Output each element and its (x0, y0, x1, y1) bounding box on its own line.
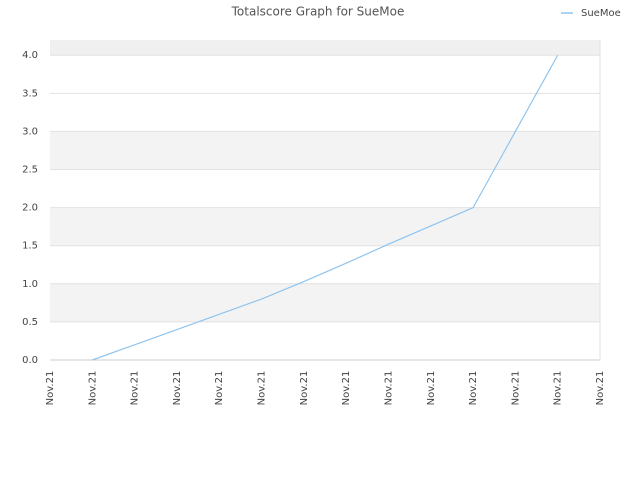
y-tick-label: 3.0 (22, 126, 38, 137)
y-tick-label: 2.0 (22, 203, 38, 214)
x-tick-label: Nov.21 (299, 371, 310, 406)
y-tick-label: 3.5 (22, 88, 38, 99)
x-tick-label: Nov.21 (595, 371, 606, 406)
y-tick-label: 0.0 (22, 355, 38, 366)
x-tick-label: Nov.21 (130, 371, 141, 406)
y-tick-label: 1.0 (22, 279, 38, 290)
x-tick-label: Nov.21 (45, 371, 56, 406)
x-tick-label: Nov.21 (257, 371, 268, 406)
y-tick-label: 0.5 (22, 317, 38, 328)
x-tick-label: Nov.21 (426, 371, 437, 406)
legend-label: SueMoe (581, 8, 621, 19)
series-line (92, 54, 559, 361)
x-tick-label: Nov.21 (468, 371, 479, 406)
y-tick-label: 4.0 (22, 50, 38, 61)
band (50, 207, 600, 246)
x-tick-label: Nov.21 (214, 371, 225, 406)
x-tick-label: Nov.21 (510, 371, 521, 406)
x-tick-label: Nov.21 (553, 371, 564, 406)
y-tick-label: 1.5 (22, 241, 38, 252)
band (50, 283, 600, 322)
band (50, 40, 600, 56)
band (50, 131, 600, 170)
x-tick-label: Nov.21 (383, 371, 394, 406)
x-tick-label: Nov.21 (341, 371, 352, 406)
y-tick-label: 2.5 (22, 165, 38, 176)
x-tick-label: Nov.21 (87, 371, 98, 406)
x-tick-label: Nov.21 (172, 371, 183, 406)
chart-title: Totalscore Graph for SueMoe (231, 5, 405, 19)
